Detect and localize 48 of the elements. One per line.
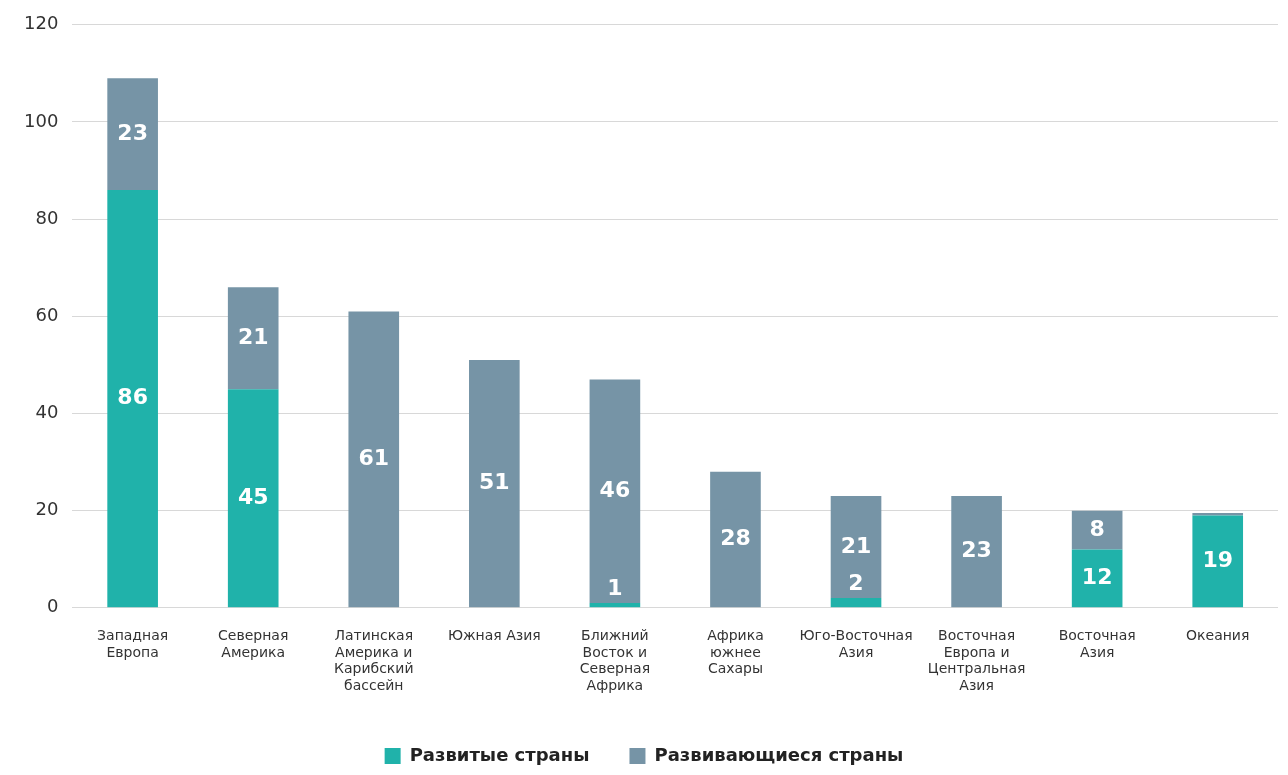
bar (227, 389, 279, 608)
bar (589, 379, 641, 603)
bar (951, 496, 1002, 608)
bar (830, 598, 882, 608)
y-tick-label: 80 (35, 206, 59, 228)
data-label: 45 (237, 483, 269, 509)
data-label: 23 (961, 537, 992, 563)
data-label: 21 (840, 532, 872, 558)
y-tick-label: 100 (24, 109, 59, 131)
bar (1192, 515, 1244, 608)
bar (830, 496, 882, 599)
legend-label: Развивающиеся страны (654, 743, 904, 765)
y-tick-label: 60 (35, 303, 59, 325)
bar (589, 602, 641, 608)
data-label: 21 (237, 323, 269, 349)
data-label: 86 (117, 384, 148, 410)
x-tick-label: Ближний Восток и Северная Африка (579, 626, 651, 694)
data-label: 23 (117, 119, 148, 145)
x-tick-label: Западная Европа (97, 626, 169, 660)
x-tick-label: Южная Азия (447, 626, 541, 643)
data-label: 19 (1202, 547, 1234, 573)
x-tick-label: Восточная Европа и Центральная Азия (927, 626, 1026, 694)
bar (107, 189, 158, 608)
data-label: 51 (479, 469, 510, 495)
bar (469, 360, 520, 608)
bar (1071, 510, 1123, 550)
y-tick-label: 20 (35, 498, 59, 520)
data-label: 2 (848, 569, 864, 595)
data-label: 12 (1081, 564, 1113, 590)
x-tick-label: Восточная Азия (1058, 626, 1136, 660)
x-tick-label: Африка южнее Сахары (707, 626, 764, 677)
bar (348, 311, 400, 608)
data-label: 46 (599, 476, 631, 502)
x-tick-label: Латинская Америка и Карибский бассейн (334, 626, 414, 694)
x-tick-label: Юго-Восточная Азия (799, 626, 913, 660)
bar (107, 78, 158, 190)
bar (710, 471, 761, 608)
data-label: 61 (358, 445, 390, 471)
data-label: 1 (607, 574, 623, 600)
data-label: 8 (1089, 515, 1105, 541)
y-tick-label: 40 (35, 401, 59, 423)
x-tick-label: Океания (1186, 626, 1250, 643)
y-tick-label: 120 (24, 12, 59, 34)
x-tick-label: Северная Америка (218, 626, 289, 660)
bar (227, 287, 279, 390)
y-tick-label: 0 (46, 595, 59, 617)
legend-label: Развитые страны (409, 743, 590, 765)
data-label: 28 (720, 525, 751, 551)
